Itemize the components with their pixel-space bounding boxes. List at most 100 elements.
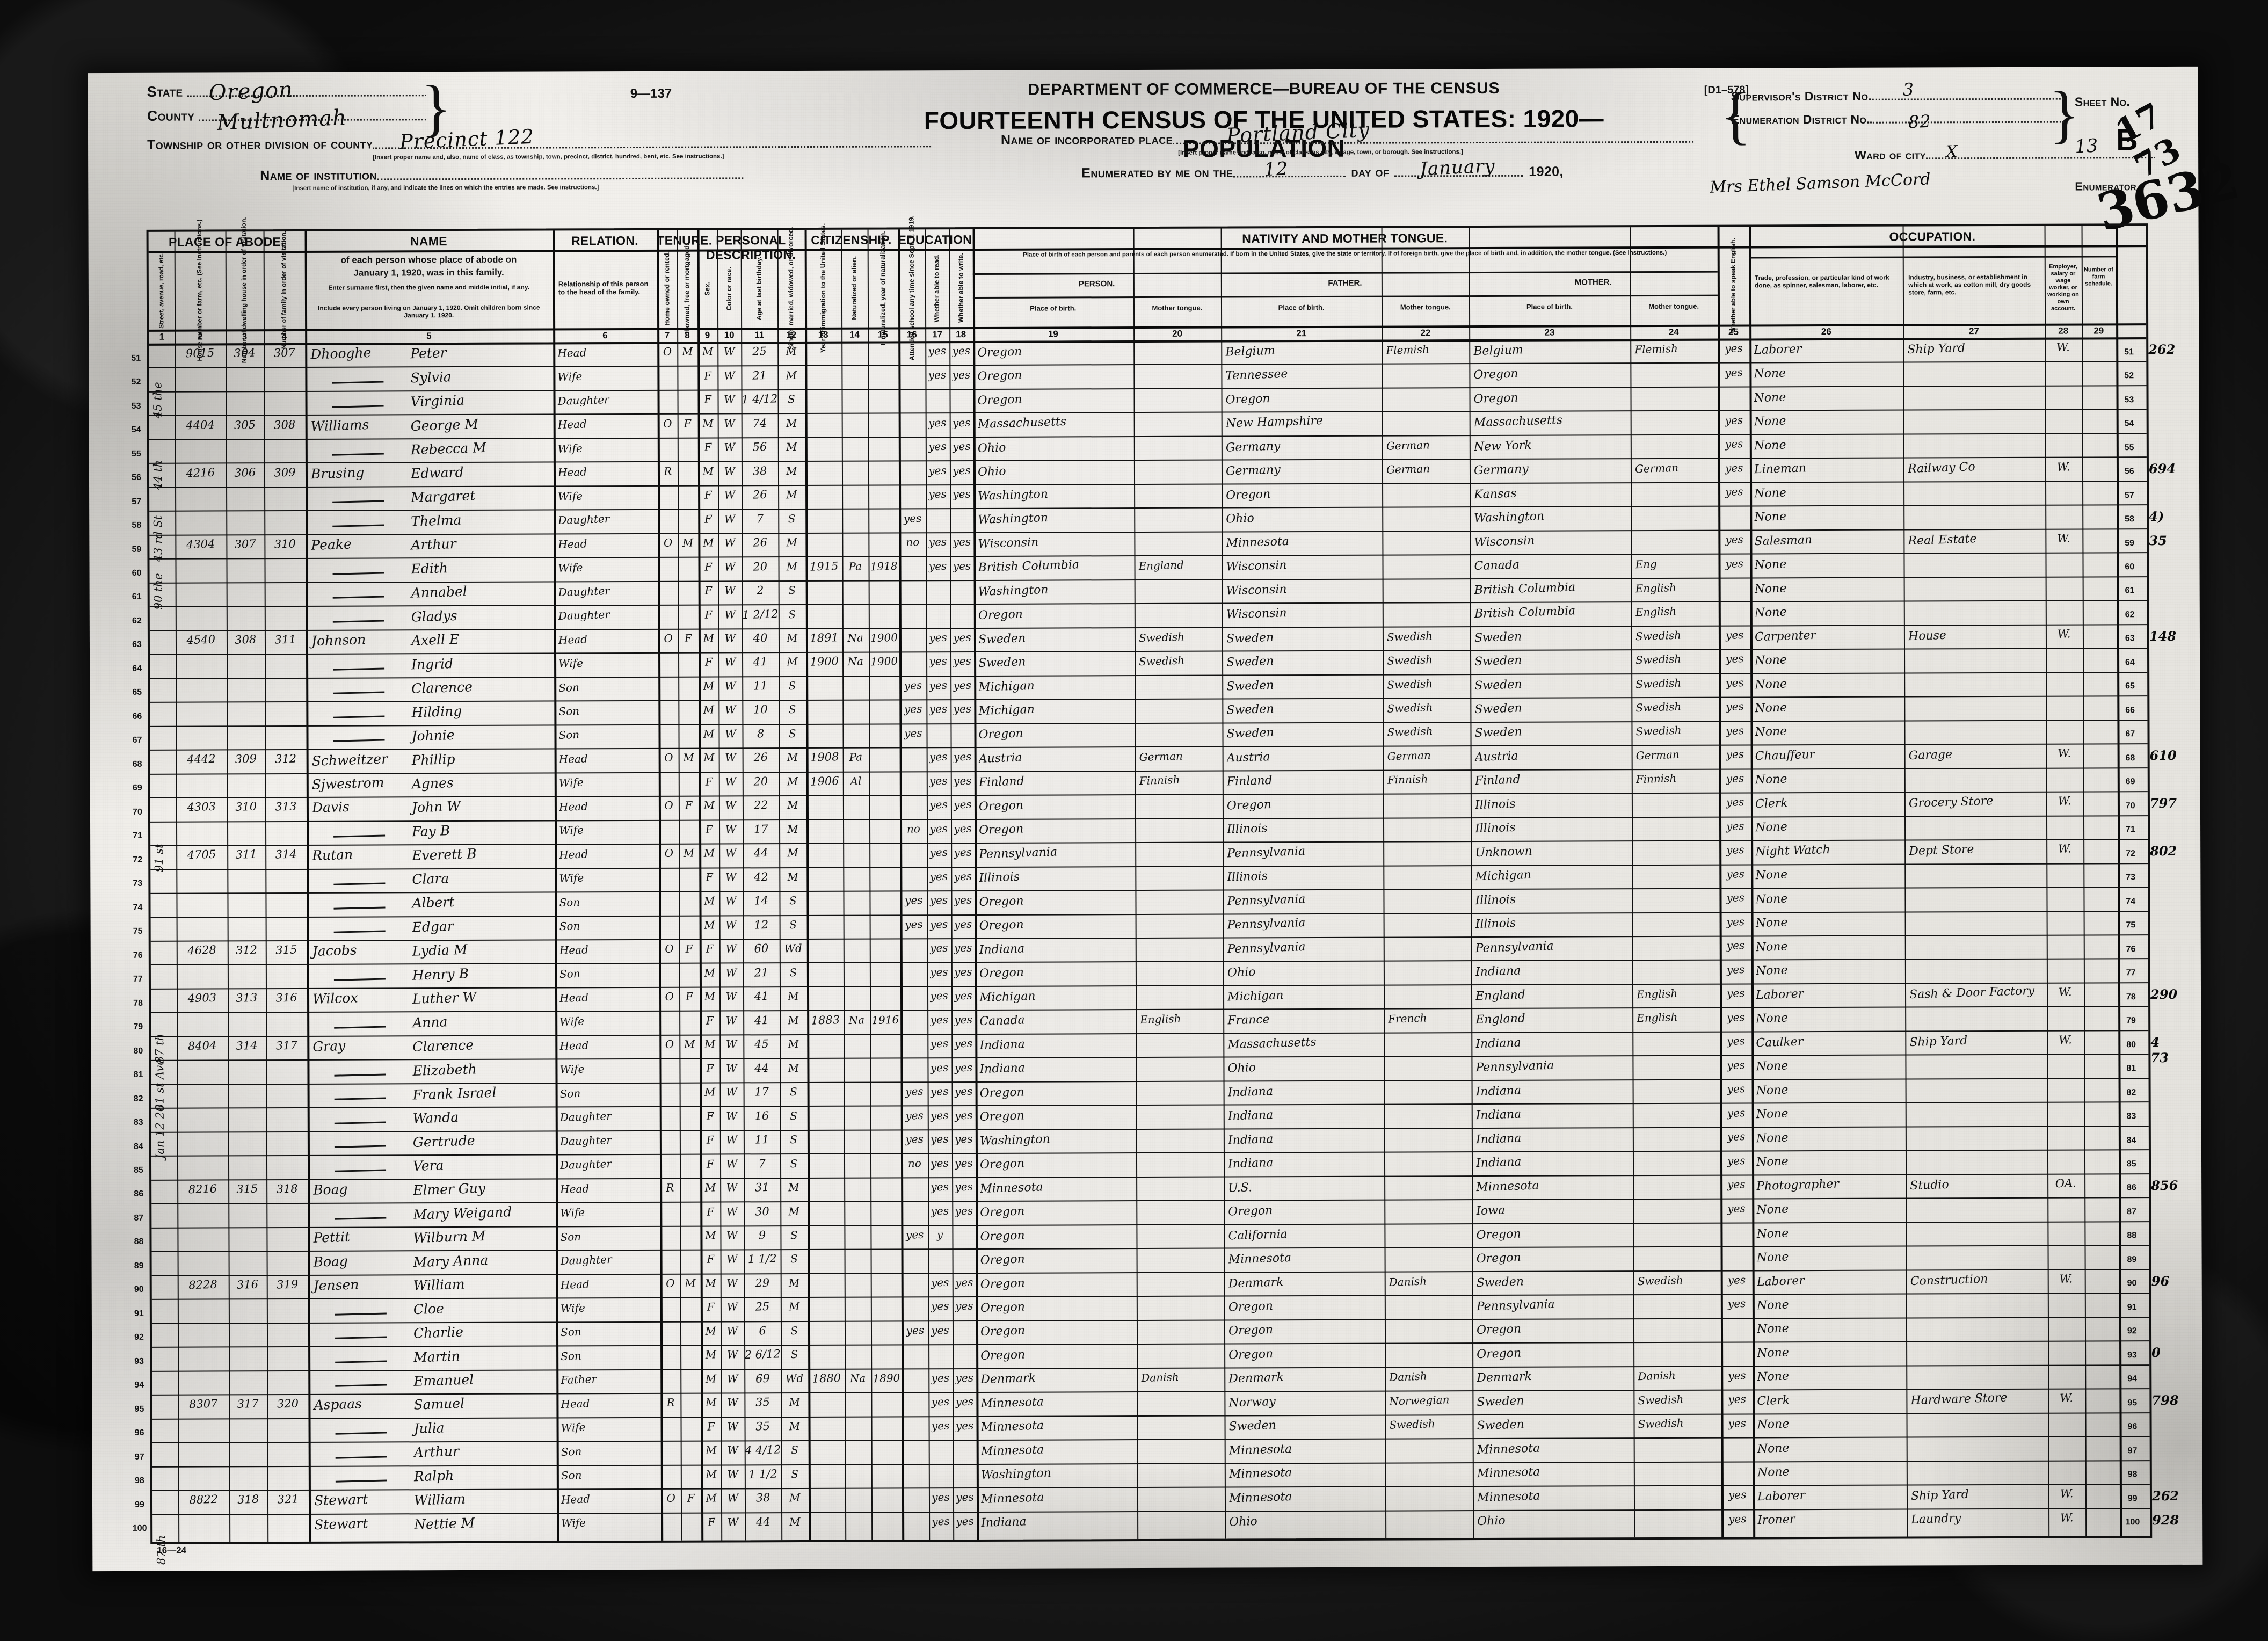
race-64[interactable]: W xyxy=(724,655,736,669)
occ-63[interactable]: Carpenter xyxy=(1754,628,1816,644)
race-98[interactable]: W xyxy=(727,1467,739,1481)
pb-70[interactable]: Oregon xyxy=(978,798,1023,814)
emp-51[interactable]: W. xyxy=(2056,340,2070,354)
pb-69[interactable]: Finland xyxy=(978,774,1024,790)
rel-99[interactable]: Head xyxy=(561,1492,591,1506)
im-60[interactable]: 1915 xyxy=(809,559,839,573)
mpb-66[interactable]: Sweden xyxy=(1474,701,1523,717)
sex-95[interactable]: M xyxy=(705,1396,717,1410)
sex-59[interactable]: M xyxy=(702,536,714,549)
race-60[interactable]: W xyxy=(724,560,736,573)
rel-94[interactable]: Father xyxy=(560,1373,597,1387)
sex-57[interactable]: F xyxy=(704,488,712,502)
rel-73[interactable]: Wife xyxy=(558,871,584,885)
occ-75[interactable]: None xyxy=(1755,916,1788,931)
sex-92[interactable]: M xyxy=(704,1324,716,1338)
occ-88[interactable]: None xyxy=(1756,1226,1789,1241)
rel-53[interactable]: Daughter xyxy=(557,393,609,408)
c7-72[interactable]: O xyxy=(664,846,674,860)
age-61[interactable]: 2 xyxy=(756,584,764,597)
nat-60[interactable]: Pa xyxy=(848,559,862,573)
nat-69[interactable]: Al xyxy=(850,774,862,788)
sex-94[interactable]: M xyxy=(704,1372,717,1385)
fpb-62[interactable]: Wisconsin xyxy=(1226,606,1287,622)
occ-82[interactable]: None xyxy=(1756,1083,1789,1098)
c7-54[interactable]: O xyxy=(663,417,672,430)
eng-60[interactable]: yes xyxy=(1725,556,1743,570)
read-66[interactable]: yes xyxy=(929,702,948,716)
fpb-76[interactable]: Pennsylvania xyxy=(1227,940,1306,956)
emp-68[interactable]: W. xyxy=(2058,746,2071,760)
ind-78[interactable]: Sash & Door Factory xyxy=(1909,984,2035,1001)
mpb-82[interactable]: Indiana xyxy=(1475,1084,1522,1099)
pb-78[interactable]: Michigan xyxy=(979,989,1036,1005)
rel-61[interactable]: Daughter xyxy=(558,584,610,599)
pb-57[interactable]: Washington xyxy=(977,487,1048,503)
ms-81[interactable]: M xyxy=(788,1061,799,1074)
pb-77[interactable]: Oregon xyxy=(979,965,1024,981)
house-51[interactable]: 9015 xyxy=(185,346,215,360)
sch-71[interactable]: no xyxy=(906,822,921,836)
occ-92[interactable]: None xyxy=(1756,1321,1790,1337)
read-69[interactable]: yes xyxy=(929,774,948,788)
eng-100[interactable]: yes xyxy=(1728,1512,1747,1526)
race-100[interactable]: W xyxy=(727,1515,739,1529)
fpb-93[interactable]: Oregon xyxy=(1228,1347,1274,1362)
race-56[interactable]: W xyxy=(724,464,736,478)
age-73[interactable]: 42 xyxy=(753,870,769,884)
emp-90[interactable]: W. xyxy=(2059,1272,2073,1286)
rel-60[interactable]: Wife xyxy=(558,561,583,575)
age-84[interactable]: 11 xyxy=(754,1132,769,1146)
fpb-60[interactable]: Wisconsin xyxy=(1226,558,1287,574)
write-86[interactable]: yes xyxy=(954,1180,973,1194)
eng-95[interactable]: yes xyxy=(1727,1392,1746,1406)
read-51[interactable]: yes xyxy=(928,344,947,358)
ms-90[interactable]: M xyxy=(788,1276,800,1290)
mpb-52[interactable]: Oregon xyxy=(1473,367,1519,382)
given-name-86[interactable]: Elmer Guy xyxy=(412,1180,486,1199)
given-name-95[interactable]: Samuel xyxy=(413,1396,465,1413)
fpb-74[interactable]: Pennsylvania xyxy=(1227,892,1306,909)
given-name-98[interactable]: Ralph xyxy=(413,1467,454,1485)
im-63[interactable]: 1891 xyxy=(809,631,839,645)
pb-80[interactable]: Indiana xyxy=(979,1037,1025,1052)
sex-96[interactable]: F xyxy=(707,1420,715,1433)
sex-55[interactable]: F xyxy=(703,440,712,454)
read-75[interactable]: yes xyxy=(930,917,949,931)
write-52[interactable]: yes xyxy=(951,368,970,382)
eng-87[interactable]: yes xyxy=(1727,1201,1746,1215)
fam-63[interactable]: 311 xyxy=(274,633,296,647)
fpb-66[interactable]: Sweden xyxy=(1226,702,1274,717)
pb-67[interactable]: Oregon xyxy=(978,727,1023,742)
write-68[interactable]: yes xyxy=(953,750,972,764)
fam-70[interactable]: 313 xyxy=(274,800,297,814)
given-name-69[interactable]: Agnes xyxy=(411,774,454,792)
read-87[interactable]: yes xyxy=(931,1204,949,1218)
eng-80[interactable]: yes xyxy=(1726,1034,1745,1048)
age-69[interactable]: 20 xyxy=(753,774,768,788)
ms-97[interactable]: S xyxy=(791,1443,799,1457)
occ-77[interactable]: None xyxy=(1755,963,1789,978)
ny-60[interactable]: 1918 xyxy=(869,559,898,573)
sex-62[interactable]: F xyxy=(704,607,713,621)
mt-63[interactable]: Swedish xyxy=(1138,630,1185,644)
ind-80[interactable]: Ship Yard xyxy=(1909,1034,1968,1049)
given-name-51[interactable]: Peter xyxy=(410,345,447,362)
occ-84[interactable]: None xyxy=(1756,1131,1789,1145)
dwell-70[interactable]: 310 xyxy=(235,800,257,814)
sex-77[interactable]: M xyxy=(703,965,715,979)
sex-69[interactable]: F xyxy=(704,775,713,788)
age-60[interactable]: 20 xyxy=(752,560,768,573)
age-68[interactable]: 26 xyxy=(753,751,768,765)
occ-73[interactable]: None xyxy=(1755,868,1788,883)
emp-63[interactable]: W. xyxy=(2057,627,2071,641)
ms-74[interactable]: S xyxy=(789,894,797,907)
c8-70[interactable]: F xyxy=(685,798,693,812)
write-78[interactable]: yes xyxy=(954,989,972,1003)
ms-77[interactable]: S xyxy=(789,965,797,979)
sex-60[interactable]: F xyxy=(704,560,713,573)
write-96[interactable]: yes xyxy=(955,1419,974,1433)
ind-56[interactable]: Railway Co xyxy=(1907,460,1976,476)
surname-78[interactable]: Wilcox xyxy=(312,990,358,1007)
dwell-76[interactable]: 312 xyxy=(235,943,258,957)
